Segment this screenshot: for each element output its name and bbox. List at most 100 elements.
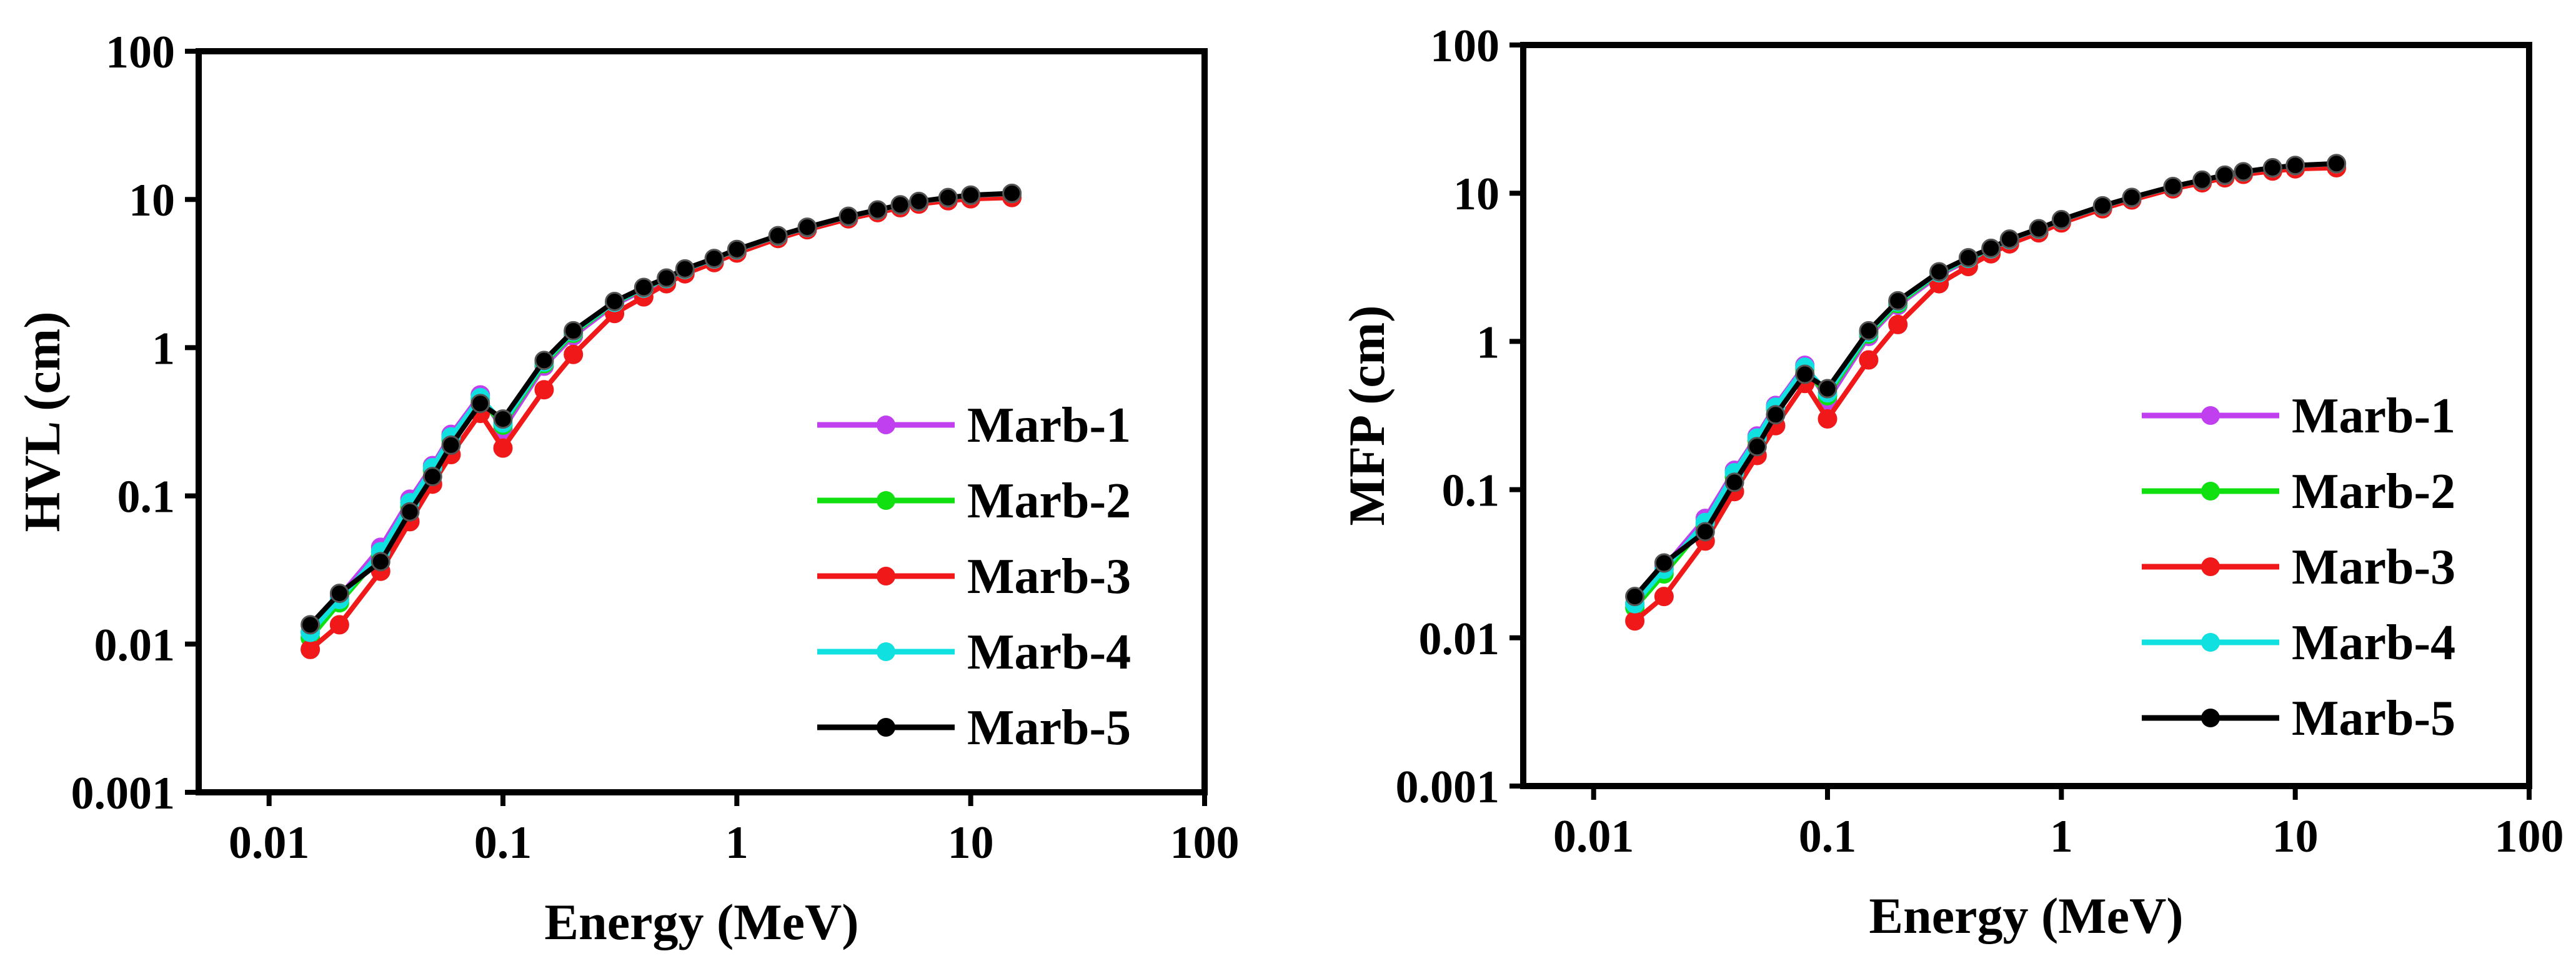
legend-marker-marb-2 — [877, 491, 895, 510]
data-point-marb-5 — [768, 226, 788, 246]
data-point-marb-5 — [1888, 291, 1908, 311]
data-point-marb-3 — [1888, 314, 1908, 334]
data-point-marb-3 — [1625, 611, 1645, 631]
data-point-marb-5 — [2234, 162, 2254, 182]
legend-label-marb-2: Marb-2 — [2292, 464, 2455, 519]
legend-marker-marb-2 — [2201, 482, 2220, 500]
legend-label-marb-3: Marb-3 — [2292, 540, 2455, 595]
data-point-marb-5 — [909, 191, 929, 211]
data-point-marb-5 — [1818, 379, 1838, 399]
series-line-marb-4 — [1633, 161, 2337, 605]
x-axis-title: Energy (MeV) — [544, 894, 858, 950]
x-tick-label: 0.1 — [474, 817, 532, 869]
y-axis-title: HVL (cm) — [14, 312, 71, 532]
data-point-marb-5 — [441, 435, 461, 455]
hvl-chart-panel: 0.01 0.1 1 10 100 0.001 0.01 0.1 1 10 100 Energy (M… — [14, 27, 1240, 950]
data-point-marb-5 — [1002, 183, 1022, 203]
data-point-marb-5 — [2051, 210, 2071, 230]
data-point-marb-5 — [400, 502, 420, 522]
data-point-marb-5 — [2163, 176, 2183, 196]
x-tick-label: 10 — [948, 817, 994, 869]
y-tick-label: 0.1 — [117, 472, 176, 523]
legend-marker-marb-5 — [877, 718, 895, 737]
data-point-marb-5 — [1859, 321, 1879, 341]
y-tick-label: 1 — [1476, 317, 1499, 368]
data-point-marb-3 — [1654, 587, 1674, 607]
x-tick-label: 0.01 — [229, 817, 310, 869]
data-point-marb-5 — [493, 409, 513, 429]
x-tick-label: 100 — [1170, 817, 1240, 869]
data-point-marb-5 — [2285, 156, 2305, 176]
y-tick-label: 1 — [152, 323, 175, 374]
x-tick-label: 0.1 — [1799, 811, 1857, 862]
data-point-marb-5 — [2029, 219, 2049, 239]
data-point-marb-3 — [301, 639, 321, 659]
y-tick-label: 10 — [129, 175, 175, 226]
data-point-marb-5 — [1999, 229, 2019, 249]
series-line-marb-2 — [1633, 161, 2337, 610]
data-point-marb-5 — [2122, 187, 2142, 207]
y-tick-label: 0.01 — [1419, 614, 1500, 665]
data-point-marb-3 — [329, 615, 349, 635]
plot-frame — [196, 48, 1208, 795]
data-point-marb-5 — [2215, 165, 2235, 185]
y-tick-label: 100 — [1430, 21, 1499, 72]
legend-label-marb-2: Marb-2 — [967, 474, 1131, 529]
series-line-marb-5 — [1633, 161, 2337, 599]
x-tick-label: 1 — [2050, 811, 2073, 862]
data-point-marb-5 — [938, 187, 958, 207]
y-tick-label: 0.001 — [71, 768, 176, 819]
y-tick-label: 100 — [106, 27, 175, 78]
y-tick-label: 0.01 — [94, 620, 176, 671]
series-line-marb-1 — [1633, 161, 2337, 605]
data-point-marb-5 — [1958, 247, 1978, 267]
data-point-marb-3 — [534, 380, 554, 400]
y-tick-label: 0.001 — [1396, 762, 1500, 813]
legend-marker-marb-4 — [877, 642, 895, 661]
data-point-marb-3 — [1818, 409, 1838, 429]
legend-label-marb-3: Marb-3 — [967, 549, 1131, 604]
legend-label-marb-5: Marb-5 — [2292, 691, 2455, 746]
series-line-marb-2 — [308, 191, 1012, 640]
y-tick-label: 0.1 — [1442, 466, 1500, 517]
legend-label-marb-4: Marb-4 — [2292, 615, 2455, 670]
data-point-marb-5 — [675, 259, 695, 279]
data-point-marb-5 — [301, 615, 321, 635]
data-point-marb-5 — [838, 206, 858, 226]
y-axis-title: MFP (cm) — [1338, 306, 1395, 526]
y-tick-label: 10 — [1453, 169, 1499, 220]
data-point-marb-5 — [534, 351, 554, 371]
legend-marker-marb-3 — [877, 567, 895, 585]
legend-marker-marb-1 — [877, 416, 895, 434]
data-point-marb-3 — [564, 344, 584, 364]
legend-marker-marb-3 — [2201, 557, 2220, 576]
data-point-marb-5 — [704, 249, 724, 269]
data-point-marb-5 — [329, 584, 349, 604]
x-tick-label: 10 — [2272, 811, 2319, 862]
data-point-marb-5 — [1654, 553, 1674, 573]
data-point-marb-5 — [1981, 238, 2001, 258]
data-point-marb-5 — [1747, 437, 1767, 457]
data-point-marb-5 — [797, 217, 817, 237]
series-line-marb-3 — [1633, 165, 2337, 623]
legend-label-marb-1: Marb-1 — [967, 398, 1131, 453]
data-point-marb-5 — [634, 277, 654, 297]
legend-marker-marb-1 — [2201, 406, 2220, 425]
data-point-marb-5 — [890, 195, 910, 215]
legend-label-marb-1: Marb-1 — [2292, 389, 2455, 444]
x-axis-title: Energy (MeV) — [1869, 887, 2183, 944]
series-line-marb-4 — [308, 191, 1012, 634]
series-line-marb-5 — [308, 191, 1012, 627]
legend-marker-marb-5 — [2201, 709, 2220, 727]
data-point-marb-5 — [2092, 196, 2112, 216]
data-point-marb-5 — [470, 394, 490, 414]
data-point-marb-5 — [868, 200, 888, 220]
legend-label-marb-4: Marb-4 — [967, 625, 1131, 680]
x-tick-label: 0.01 — [1553, 811, 1634, 862]
legend-marker-marb-4 — [2201, 633, 2220, 652]
data-point-marb-5 — [1695, 522, 1715, 542]
data-point-marb-5 — [727, 239, 747, 259]
x-tick-label: 1 — [725, 817, 748, 869]
series-line-marb-1 — [308, 191, 1012, 634]
